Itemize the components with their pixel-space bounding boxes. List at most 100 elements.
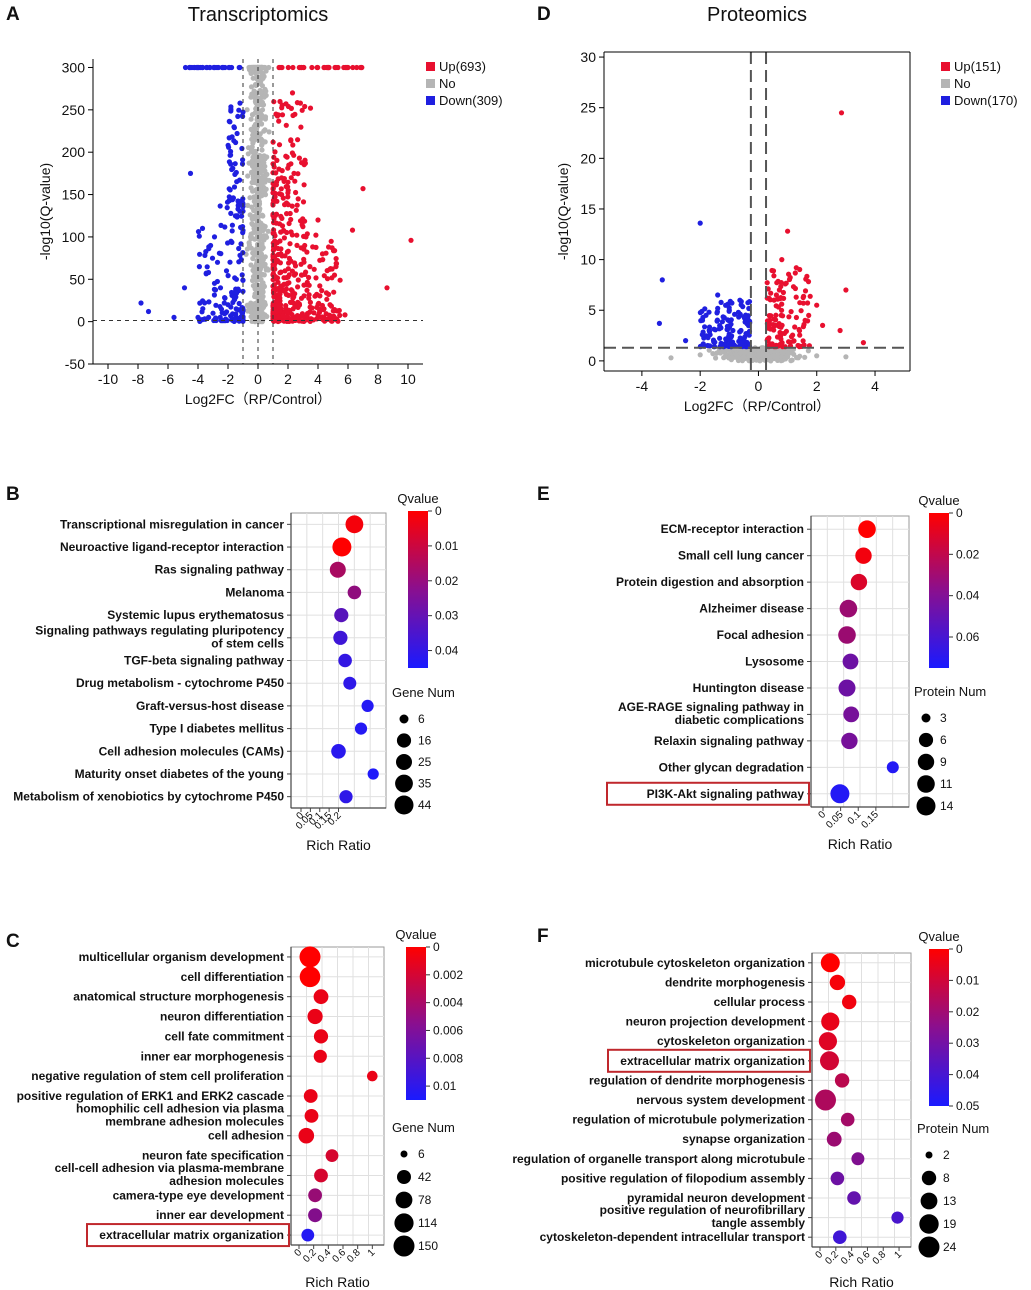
bubble-point	[367, 1070, 378, 1082]
data-point	[251, 123, 257, 129]
data-point	[288, 216, 294, 223]
term-label: Maturity onset diabetes of the young	[75, 767, 284, 781]
data-point	[778, 358, 784, 364]
data-point	[271, 243, 277, 249]
data-point	[780, 289, 787, 296]
term-label: cytoskeleton organization	[657, 1034, 805, 1048]
bubble-point	[332, 537, 352, 557]
data-point	[300, 216, 306, 222]
data-point	[281, 281, 287, 287]
size-legend-label: 19	[943, 1217, 957, 1231]
x-tick-label: 10	[400, 371, 416, 387]
data-point	[716, 326, 722, 332]
data-point	[723, 302, 729, 308]
data-point	[258, 90, 264, 96]
data-point	[230, 311, 236, 317]
data-point	[199, 309, 205, 315]
data-point	[737, 297, 743, 303]
data-point	[298, 124, 304, 130]
term-label: multicellular organism development	[79, 950, 284, 964]
data-point	[333, 256, 339, 262]
data-point	[302, 242, 308, 249]
data-point	[259, 141, 265, 147]
data-point	[271, 294, 277, 300]
data-point	[247, 195, 253, 201]
data-point	[700, 341, 706, 347]
bubble-point	[833, 1230, 847, 1244]
x-axis-label: Rich Ratio	[305, 1274, 370, 1290]
data-point	[715, 292, 721, 298]
data-point	[814, 353, 820, 359]
bubble-point	[841, 732, 858, 750]
legend-label: Up(693)	[439, 59, 486, 74]
size-legend-label: 114	[418, 1216, 437, 1230]
term-label: Systemic lupus erythematosus	[107, 608, 284, 622]
data-point	[281, 235, 287, 241]
data-point	[779, 307, 785, 313]
panel-label-B: B	[6, 484, 20, 505]
data-point	[326, 244, 332, 250]
data-point	[778, 280, 784, 286]
size-legend-label: 8	[943, 1171, 950, 1185]
data-point	[710, 351, 716, 357]
size-legend-dot	[918, 732, 934, 748]
data-point	[325, 64, 331, 71]
data-point	[239, 272, 245, 278]
data-point	[310, 244, 316, 250]
data-point	[793, 314, 800, 321]
data-point	[360, 186, 366, 192]
size-legend-title: Gene Num	[392, 685, 455, 700]
term-label: regulation of organelle transport along …	[512, 1152, 805, 1166]
color-tick-label: 0.006	[433, 1023, 463, 1037]
data-point	[802, 317, 808, 323]
data-point	[707, 332, 713, 338]
data-point	[223, 268, 230, 274]
size-legend-title: Gene Num	[392, 1120, 455, 1135]
data-point	[222, 295, 228, 301]
color-tick-label: 0.02	[956, 1005, 980, 1019]
color-legend-title: Qvalue	[918, 493, 959, 508]
data-point	[785, 354, 791, 360]
data-point	[793, 265, 799, 271]
data-point	[286, 220, 292, 227]
data-point	[715, 305, 721, 311]
data-point	[282, 253, 288, 259]
data-point	[237, 199, 243, 205]
bubble-point	[838, 626, 856, 644]
term-label: Protein digestion and absorption	[616, 575, 804, 589]
bubble-point	[307, 1008, 323, 1025]
data-point	[786, 314, 792, 320]
data-point	[778, 333, 784, 339]
color-tick-label: 0.04	[956, 589, 980, 603]
data-point	[263, 186, 269, 192]
data-point	[712, 339, 718, 345]
data-point	[288, 175, 294, 181]
data-point	[805, 300, 811, 306]
bubble-point	[331, 744, 346, 759]
size-legend-dot	[920, 1192, 938, 1210]
data-point	[278, 186, 284, 192]
data-point	[244, 107, 250, 113]
color-tick-label: 0.01	[435, 539, 459, 553]
data-point	[249, 144, 255, 150]
size-legend-dot	[395, 774, 413, 793]
data-point	[274, 240, 280, 246]
data-point	[138, 300, 144, 306]
data-point	[319, 251, 326, 257]
y-tick-label: 5	[588, 302, 596, 318]
size-legend-label: 6	[418, 1147, 425, 1161]
data-point	[278, 269, 284, 275]
data-point	[260, 75, 266, 81]
data-point	[253, 285, 259, 291]
data-point	[739, 340, 745, 346]
x-axis-label: Log2FC（RP/Control）	[684, 398, 830, 414]
data-point	[250, 255, 256, 262]
data-point	[256, 199, 262, 205]
data-point	[249, 179, 255, 186]
data-point	[290, 112, 296, 119]
data-point	[740, 304, 746, 310]
data-point	[278, 213, 284, 219]
data-point	[197, 251, 203, 257]
bubble-point	[338, 653, 352, 668]
